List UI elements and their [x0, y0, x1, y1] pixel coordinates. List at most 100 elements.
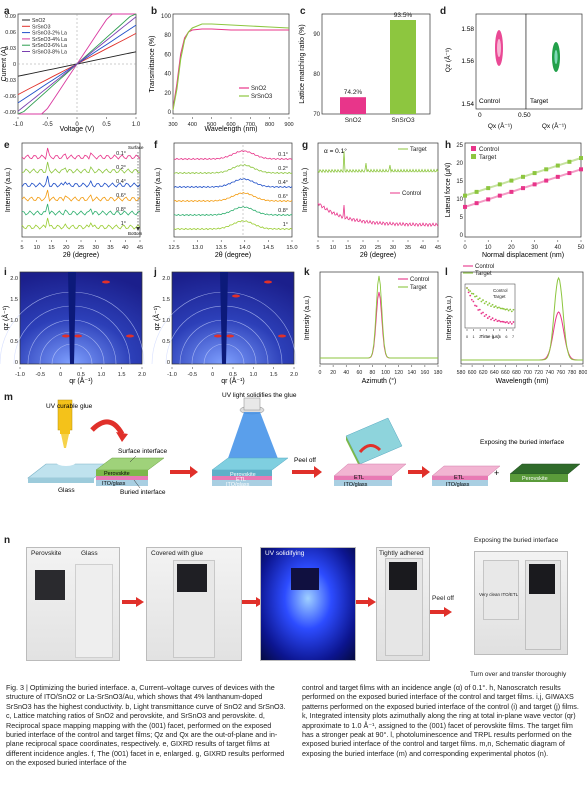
- i-spot-1: [74, 334, 82, 338]
- l-inset-xtick-4: 4: [492, 335, 494, 339]
- panel-label-j: j: [154, 267, 157, 278]
- j-xtick-4: 1.0: [249, 372, 257, 378]
- e-legend-3: 0.6°: [116, 193, 126, 199]
- stack-5: [509, 463, 581, 482]
- i-spot-3: [126, 334, 134, 338]
- f-xlabel: 2θ (degree): [215, 252, 251, 259]
- a-xtick-2: 0: [75, 122, 79, 128]
- b-series-0: [172, 28, 289, 110]
- l-inset-point-0-17: [493, 319, 496, 322]
- b-ytick-1: 80: [164, 33, 171, 39]
- f-xtick-4: 14.5: [263, 245, 274, 251]
- d-xlabel-1: Qx (Å⁻¹): [488, 121, 512, 130]
- glue-bottle-icon: [57, 399, 73, 448]
- l-xtick-10: 780: [568, 370, 577, 376]
- i-xtick-3: 0.5: [77, 372, 85, 378]
- l-inset-point-1-1: [467, 289, 470, 291]
- h-xtick-2: 20: [508, 245, 515, 251]
- g-legend-1: Control: [402, 191, 421, 197]
- panel-i: i -1.0 -0.5 0 0.5 1.0 1.5 2.0 2.0 1.5 1.0 0.5 0 qr …: [0, 262, 150, 388]
- l-inset-point-1-0: [466, 287, 468, 289]
- b-xtick-5: 800: [265, 122, 274, 128]
- panel-label-l: l: [445, 267, 448, 278]
- l-inset-point-0-11: [483, 315, 486, 317]
- chart-j: -1.0 -0.5 0 0.5 1.0 1.5 2.0 2.0 1.5 1.0 0.5 0 qr (Å…: [151, 271, 298, 385]
- panel-k: k 0 20 40 60 80 100 120 140 160 180 Control Target…: [300, 262, 443, 388]
- photo-4: Tightly adhered: [376, 547, 430, 661]
- panel-a: a -1.0 -0.5 0 0.5 1.0 0.09 0.06 0.03 0 -0.03 -0.06…: [0, 0, 145, 137]
- uv-beam: [226, 412, 280, 464]
- m-etl-3: ETL: [354, 475, 364, 481]
- l-inset-point-0-20: [498, 319, 500, 322]
- l-inset-point-0-19: [496, 320, 499, 323]
- m-perovskite-2: Perovskite: [230, 472, 256, 478]
- j-xtick-0: -1.0: [167, 372, 177, 378]
- k-xtick-8: 160: [421, 370, 430, 376]
- l-inset-point-1-15: [490, 305, 492, 308]
- a-legend-0: SnO2: [32, 18, 45, 24]
- l-inset-point-1-27: [509, 308, 512, 311]
- k-xlabel: Azimuth (°): [362, 377, 397, 385]
- b-ylabel: Transmittance (%): [149, 36, 156, 93]
- i-spot-2: [102, 280, 110, 284]
- e-legend-1: 0.2°: [116, 165, 126, 171]
- l-inset-point-0-25: [506, 321, 508, 323]
- panel-label-h: h: [445, 140, 452, 151]
- l-inset-point-0-21: [499, 320, 502, 323]
- l-inset-point-1-28: [510, 310, 513, 313]
- f-legend-5: 1°: [283, 222, 288, 228]
- f-series-3: [173, 192, 293, 203]
- i-xtick-5: 1.5: [118, 372, 126, 378]
- a-xtick-4: 1.0: [132, 122, 141, 128]
- n-clean: Very clean ITO/ETL: [479, 592, 519, 597]
- n-covered: Covered with glue: [151, 550, 204, 557]
- h-legend-1: Target: [479, 154, 496, 161]
- h-legend-0: Control: [479, 146, 499, 153]
- b-xtick-1: 400: [188, 122, 197, 128]
- n-peel: Peel off: [432, 595, 454, 602]
- a-series-5: [17, 16, 137, 112]
- k-xtick-6: 120: [394, 370, 403, 376]
- m-ito-3: ITO/glass: [344, 482, 368, 488]
- l-xtick-8: 740: [545, 370, 554, 376]
- panel-label-g: g: [302, 140, 309, 151]
- j-xtick-3: 0.5: [229, 372, 237, 378]
- chart-d: 1.58 1.56 1.54 Control Target 0 0.5 0 Qx…: [443, 13, 583, 130]
- panel-g: g Target Control 5 10 15 20 25 30 35 40 45 α = 0.…: [298, 137, 443, 262]
- photo-3: UV solidifying: [260, 547, 356, 661]
- e-xtick-3: 20: [63, 245, 69, 251]
- photo-2: Covered with glue: [146, 547, 242, 661]
- e-surface: Surface: [128, 145, 144, 150]
- l-inset-point-0-28: [510, 322, 513, 325]
- photo-3-film: [291, 568, 319, 590]
- caption-right: control and target films with an inciden…: [302, 683, 579, 758]
- l-inset-point-1-7: [477, 298, 480, 301]
- l-inset-point-1-13: [486, 303, 489, 306]
- l-inset-point-0-16: [491, 317, 494, 320]
- l-inset-point-1-12: [485, 300, 488, 303]
- b-legend-1: SrSnO3: [251, 94, 273, 100]
- chart-f: 0.1° 0.2° 0.4° 0.6° 0.8° 1° 12.5 13.0 13.5 14.0 1…: [155, 142, 298, 259]
- chart-k: 0 20 40 60 80 100 120 140 160 180 Control Target A…: [304, 271, 442, 385]
- panel-h: h 0 10 20 30 40 50 25 20 15 10 5 0 Control Target No…: [443, 137, 587, 262]
- n-arrow-4: [430, 607, 452, 617]
- e-xtick-2: 15: [48, 245, 54, 251]
- panel-e: e 0.1° 0.2° 0.4° 0.6° 0.8° 1° 5 10 15 20 25 30 35 40…: [0, 137, 150, 262]
- a-ylabel: Current (A): [1, 47, 8, 82]
- g-alpha: α = 0.1°: [324, 147, 347, 155]
- l-inset-point-0-13: [486, 317, 489, 319]
- l-inset-point-1-2: [469, 290, 472, 293]
- panel-label-b: b: [151, 6, 158, 17]
- g-xtick-2: 15: [345, 245, 351, 251]
- l-inset-point-0-15: [490, 318, 492, 321]
- j-spot-3: [264, 280, 272, 284]
- l-inset-point-1-3: [470, 292, 473, 295]
- m-perovskite-5: Perovskite: [522, 476, 548, 482]
- n-glass: Glass: [81, 550, 98, 557]
- b-xtick-2: 500: [207, 122, 216, 128]
- g-legend-0: Target: [410, 147, 427, 153]
- c-ytick-2: 90: [313, 32, 320, 38]
- i-ytick-0: 2.0: [10, 276, 18, 282]
- l-inset-xlabel: Time (μs): [481, 334, 500, 339]
- i-xtick-2: 0: [59, 372, 62, 378]
